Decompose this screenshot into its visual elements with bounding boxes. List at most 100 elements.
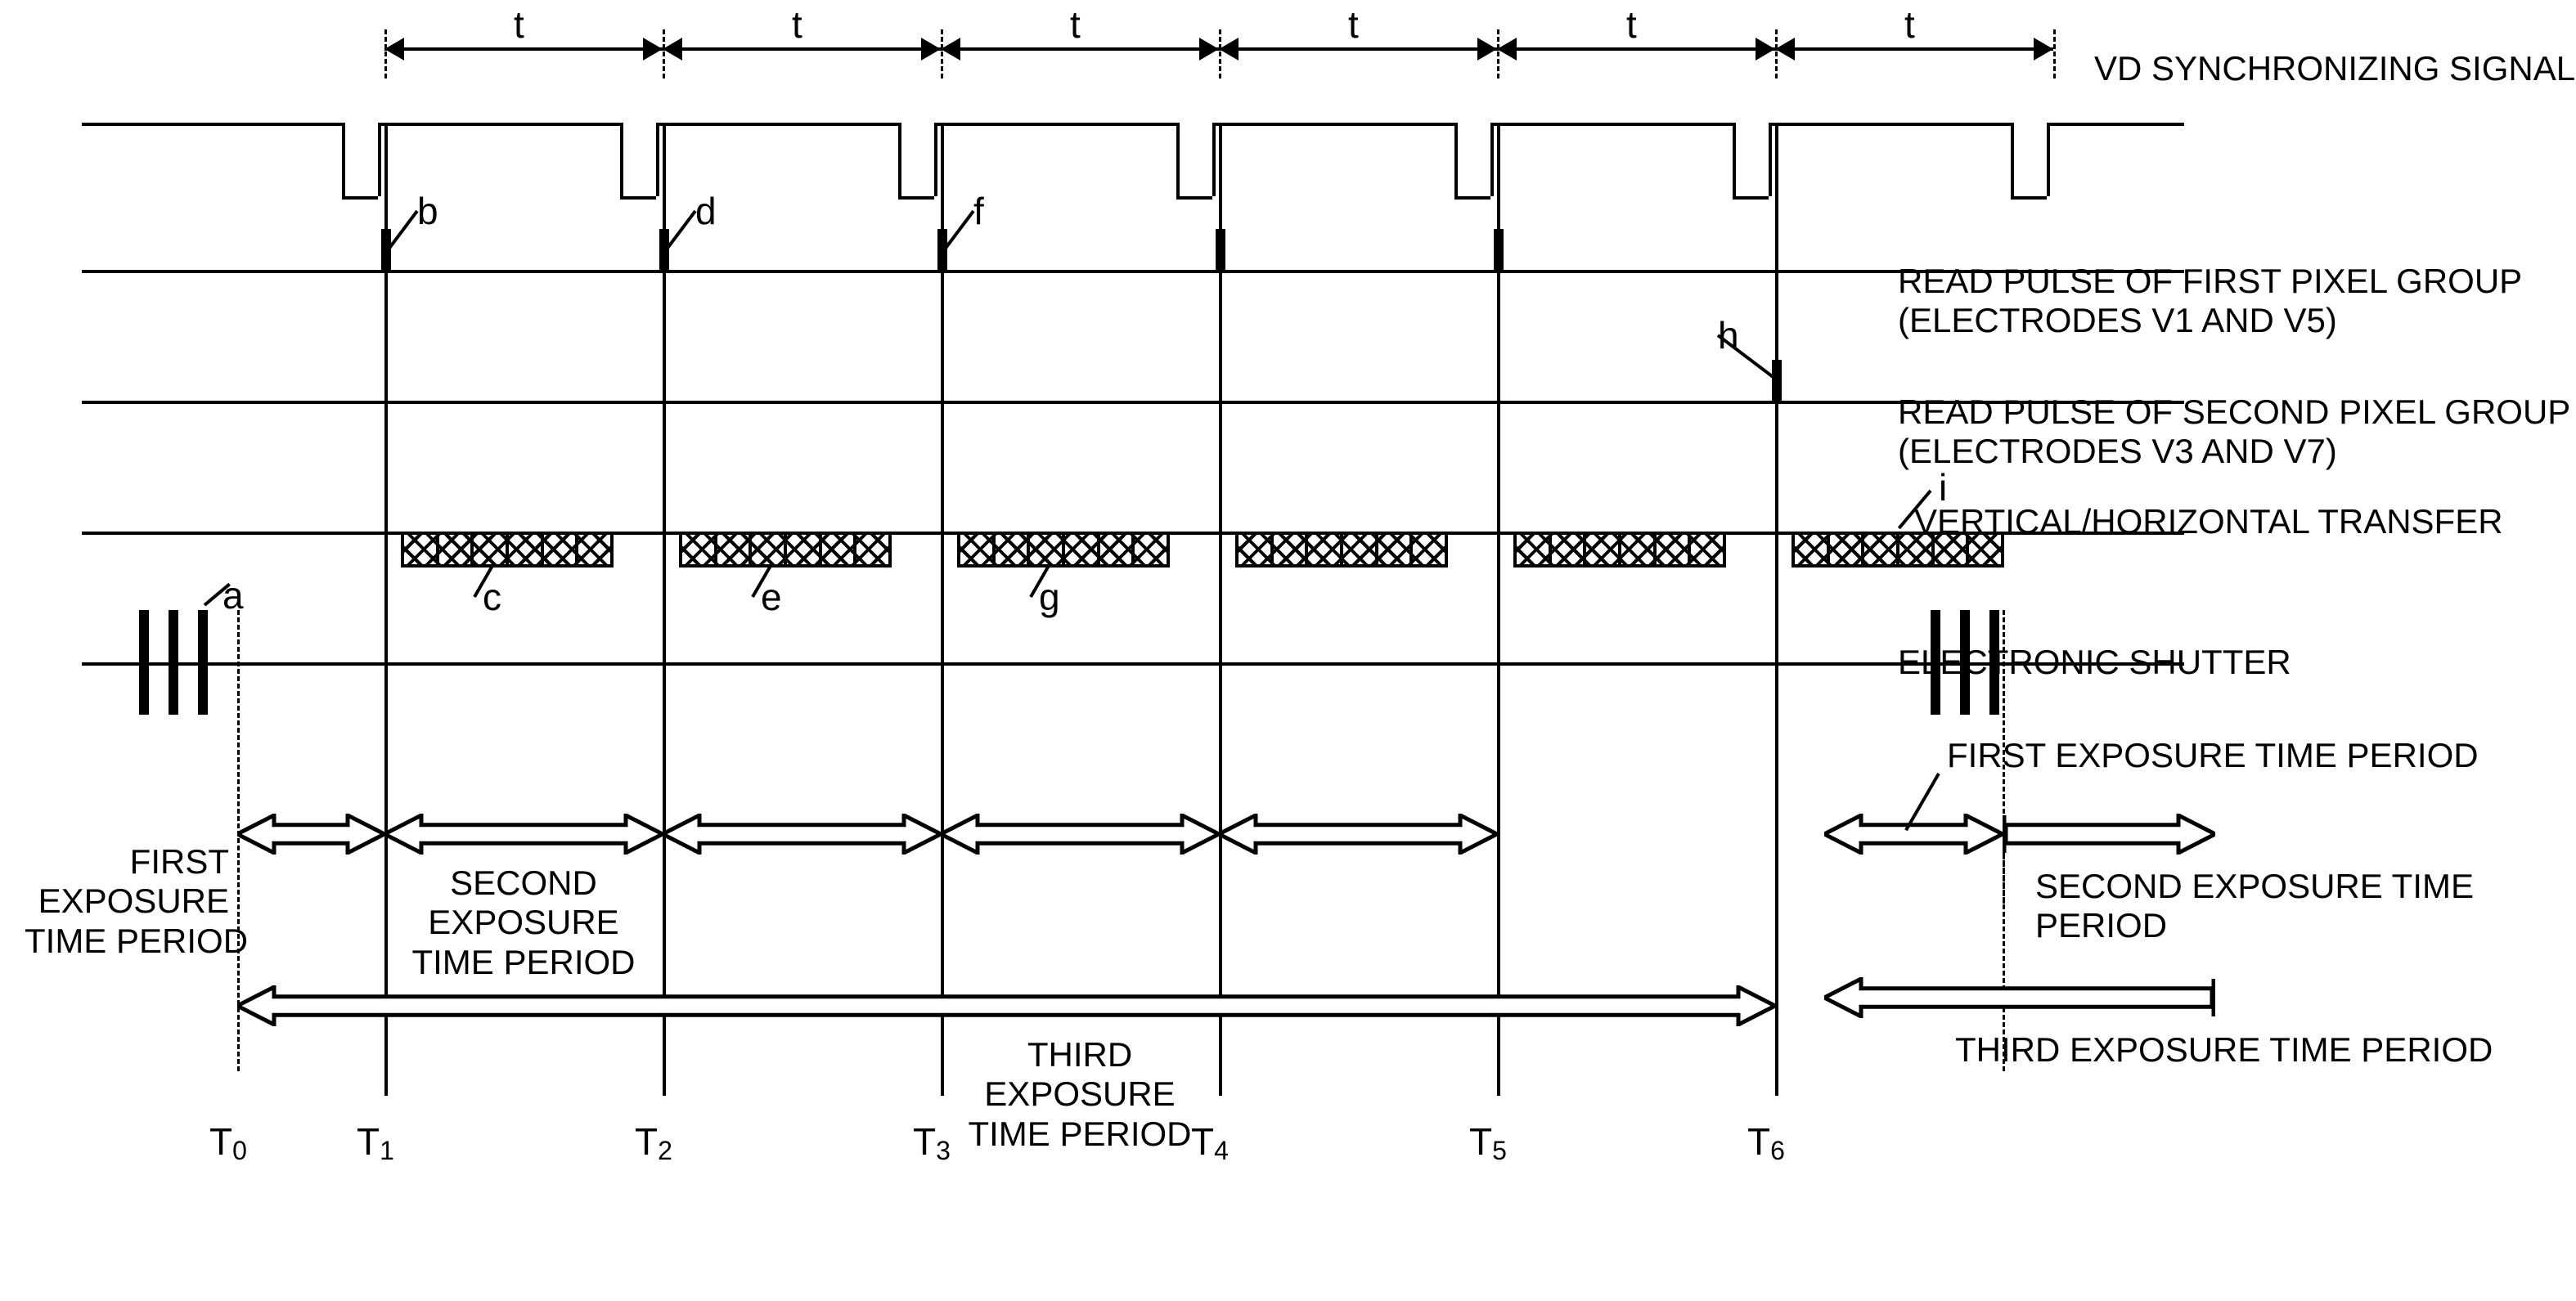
tl-T1: T1 [357, 1120, 394, 1166]
t-dash-0 [384, 29, 387, 79]
vd-fall-1 [620, 123, 623, 196]
timing-diagram: t t t t t t VD SYNCHRONIZING SIGNAL READ PULSE … [0, 0, 2576, 1301]
t-label-4: t [1626, 3, 1637, 47]
arrow-second-exp-1 [663, 814, 941, 855]
ext-T6 [1775, 662, 1778, 1096]
vd-seg-high-2 [656, 123, 898, 126]
vd-fall-6 [2011, 123, 2014, 196]
vd-rise-0 [378, 123, 381, 196]
t-label-1: t [792, 3, 802, 47]
vd-fall-3 [1176, 123, 1180, 196]
t-dash-5 [1775, 29, 1778, 79]
vd-fall-4 [1454, 123, 1458, 196]
vd-fall-0 [342, 123, 345, 196]
body-vline-T2 [663, 123, 666, 662]
shutter-left-0 [139, 610, 149, 715]
vd-rise-2 [934, 123, 937, 196]
body-vline-T3 [941, 123, 944, 662]
arrow-third-right [1824, 977, 2215, 1018]
tl-T5: T5 [1469, 1120, 1507, 1166]
shutter-line [82, 662, 2184, 666]
body-vline-T5 [1497, 123, 1500, 662]
marker-a: a [223, 574, 244, 617]
ann-third-center: THIRD EXPOSURE TIME PERIOD [941, 1035, 1219, 1154]
ann-third-right: THIRD EXPOSURE TIME PERIOD [1955, 1030, 2493, 1070]
vd-seg-high-0 [82, 123, 342, 126]
tl-T0: T0 [209, 1120, 247, 1166]
ann-first-left: FIRST EXPOSURE TIME PERIOD [25, 842, 229, 961]
leader-marker-b [386, 210, 418, 251]
vd-seg-low-2 [898, 196, 934, 200]
ext-T2 [663, 662, 666, 1096]
shutter-right-1 [1960, 610, 1970, 715]
t-label-0: t [514, 3, 524, 47]
vd-seg-high-3 [934, 123, 1176, 126]
hatch-4 [1513, 532, 1726, 568]
ext-T1 [384, 662, 388, 1096]
vd-seg-low-5 [1733, 196, 1769, 200]
t-dash-4 [1497, 29, 1499, 79]
vd-seg-low-4 [1454, 196, 1490, 200]
vd-seg-low-1 [620, 196, 656, 200]
ext-T5 [1497, 662, 1500, 1096]
vd-seg-tail [2047, 123, 2184, 126]
hatch-0 [401, 532, 614, 568]
marker-c: c [483, 576, 501, 619]
rp1-tick-4 [1494, 229, 1504, 270]
t-dash-6 [2053, 29, 2056, 79]
tl-T6: T6 [1747, 1120, 1785, 1166]
hatch-1 [679, 532, 892, 568]
arrow-third-exp [237, 985, 1775, 1026]
vd-seg-high-5 [1490, 123, 1733, 126]
shutter-right-0 [1931, 610, 1940, 715]
rp2-line [82, 401, 2184, 404]
vd-rise-6 [2047, 123, 2050, 196]
vd-seg-low-0 [342, 196, 378, 200]
marker-g: g [1039, 576, 1060, 619]
vd-rise-3 [1212, 123, 1216, 196]
vd-seg-low-3 [1176, 196, 1212, 200]
t-label-2: t [1070, 3, 1081, 47]
shutter-left-2 [198, 610, 208, 715]
leader-marker-f [942, 210, 974, 251]
tl-T4: T4 [1191, 1120, 1229, 1166]
tl-T2: T2 [635, 1120, 672, 1166]
vd-rise-1 [656, 123, 659, 196]
vd-rise-4 [1490, 123, 1494, 196]
arrow-second-exp-0 [384, 814, 663, 855]
hatch-2 [957, 532, 1170, 568]
shutter-label: ELECTRONIC SHUTTER [1898, 643, 2291, 682]
vd-fall-5 [1733, 123, 1736, 196]
marker-i: i [1939, 466, 1947, 509]
ann-second-right: SECOND EXPOSURE TIME PERIOD [2035, 867, 2474, 946]
dash-right-split [2003, 855, 2005, 904]
ann-first-right: FIRST EXPOSURE TIME PERIOD [1947, 736, 2479, 775]
vd-label: VD SYNCHRONIZING SIGNAL [2094, 49, 2575, 88]
rp1-label: READ PULSE OF FIRST PIXEL GROUP (ELECTRO… [1898, 262, 2522, 341]
vd-seg-low-6 [2011, 196, 2047, 200]
t-label-3: t [1348, 3, 1359, 47]
rp2-label: READ PULSE OF SECOND PIXEL GROUP (ELECTR… [1898, 393, 2570, 472]
vd-rise-5 [1769, 123, 1772, 196]
arrow-first-exp [237, 814, 384, 855]
t-dash-3 [1219, 29, 1221, 79]
t-dash-1 [663, 29, 665, 79]
ann-second-left: SECOND EXPOSURE TIME PERIOD [401, 864, 646, 982]
body-vline-T1 [384, 123, 388, 662]
hatch-5 [1792, 532, 2004, 568]
ext-T3 [941, 662, 944, 1096]
t-label-5: t [1904, 3, 1915, 47]
shutter-left-1 [169, 610, 178, 715]
vd-fall-2 [898, 123, 901, 196]
t-dash-2 [941, 29, 943, 79]
arrow-second-right [2003, 814, 2215, 855]
rp1-tick-3 [1216, 229, 1225, 270]
tl-T3: T3 [913, 1120, 951, 1166]
leader-marker-h [1717, 334, 1779, 382]
marker-b: b [417, 190, 438, 233]
body-vline-T4 [1219, 123, 1222, 662]
hatch-3 [1235, 532, 1448, 568]
arrow-second-exp-3 [1219, 814, 1497, 855]
arrow-second-exp-2 [941, 814, 1219, 855]
shutter-right-2 [1989, 610, 1999, 715]
